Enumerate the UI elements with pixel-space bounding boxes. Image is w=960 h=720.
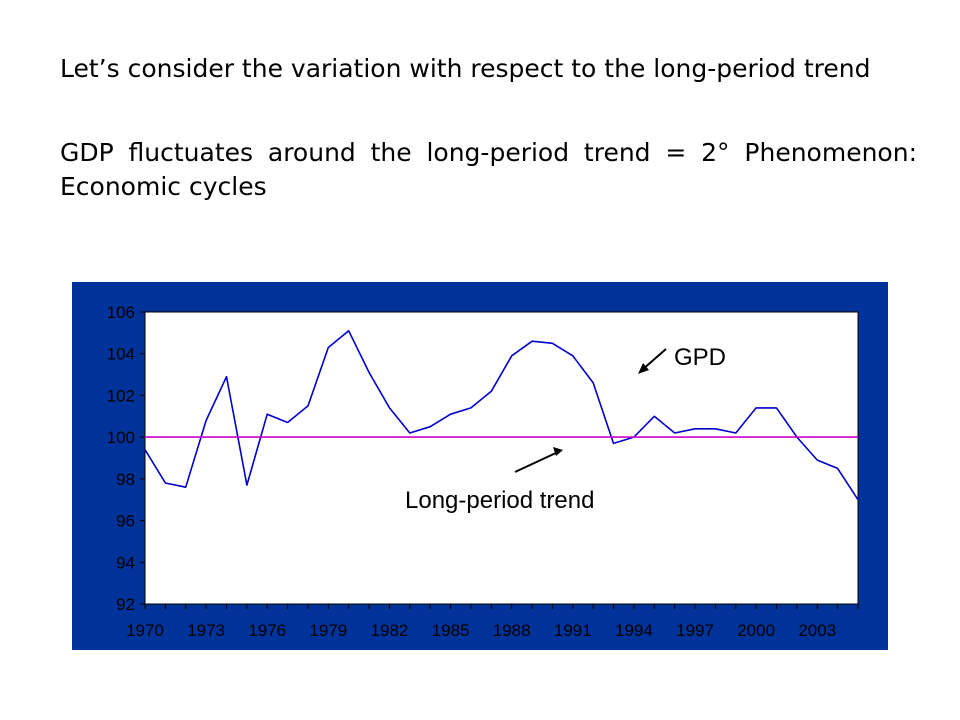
x-tick-label: 1991 [554, 621, 592, 640]
x-tick-label: 1997 [676, 621, 714, 640]
annotation-trend-arrow-line [514, 451, 559, 473]
gdp-series-line [144, 329, 859, 501]
annotation-trend-arrowhead [553, 447, 563, 456]
y-tick-label: 102 [107, 386, 135, 405]
gdp-chart: 92 94 96 98 100 102 104 106 1970 1973 1976 1979 198… [72, 282, 888, 650]
y-tick-label: 106 [107, 303, 135, 322]
x-tick-label: 2000 [737, 621, 775, 640]
paragraph-cycles: GDP fluctuates around the long-period tr… [60, 136, 917, 204]
y-axis: 92 94 96 98 100 102 104 106 [107, 303, 145, 614]
x-tick-label: 1988 [493, 621, 531, 640]
paragraph-cycles-line1: GDP fluctuates around the long-period tr… [60, 138, 730, 167]
annotation-gpd-arrowhead [638, 363, 649, 374]
annotation-layer: GPD Long-period trend [405, 344, 726, 514]
x-tick-label: 1976 [248, 621, 286, 640]
x-tick-label: 1970 [126, 621, 164, 640]
annotation-gpd-label: GPD [674, 344, 726, 371]
y-tick-label: 104 [107, 345, 135, 364]
x-tick-label: 1979 [309, 621, 347, 640]
x-axis: 1970 1973 1976 1979 1982 1985 1988 1991 1994 1997… [126, 604, 859, 640]
x-tick-label: 1994 [615, 621, 653, 640]
plot-area [144, 311, 859, 605]
x-tick-label: 1973 [187, 621, 225, 640]
y-tick-label: 94 [116, 553, 135, 572]
x-tick-label: 1982 [371, 621, 409, 640]
x-tick-label: 1985 [432, 621, 470, 640]
y-tick-label: 100 [107, 428, 135, 447]
series-layer [144, 329, 859, 501]
annotation-trend-label: Long-period trend [405, 487, 594, 514]
y-tick-label: 98 [116, 470, 135, 489]
paragraph-trend-intro: Let’s consider the variation with respec… [60, 54, 871, 83]
y-tick-label: 96 [116, 512, 135, 531]
paragraph-cycles-line2: Phenomenon: Economic cycles [60, 138, 917, 201]
x-tick-label: 2003 [798, 621, 836, 640]
y-tick-label: 92 [116, 595, 135, 614]
gdp-chart-svg: 92 94 96 98 100 102 104 106 1970 1973 1976 1979 198… [72, 282, 888, 650]
